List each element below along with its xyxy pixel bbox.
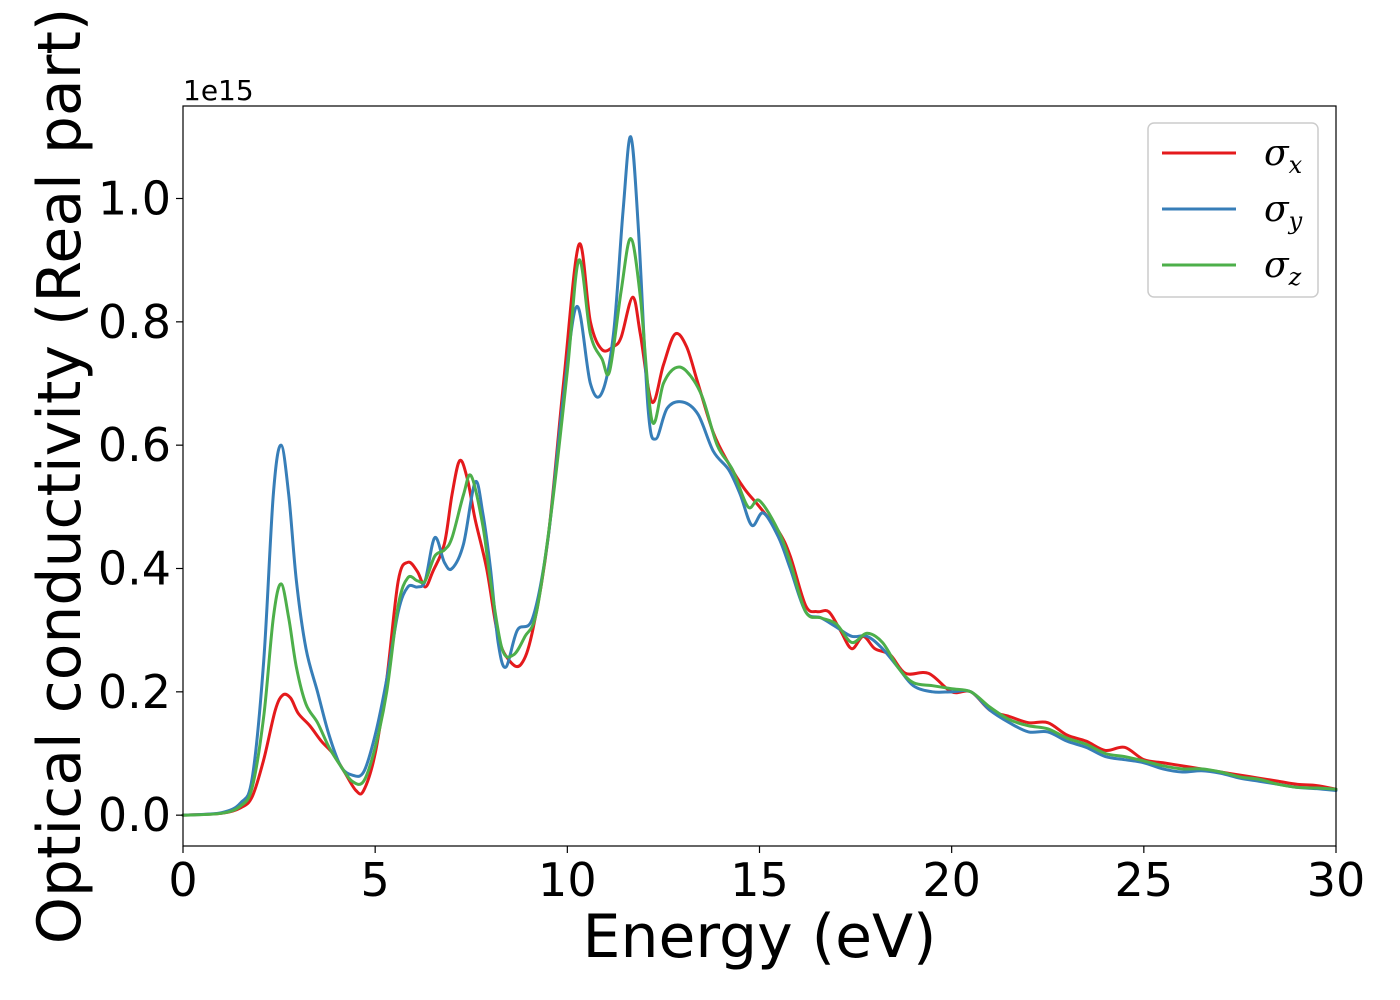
x-tick-label: 15 [730,853,789,907]
x-tick-label: 0 [168,853,197,907]
y-offset-label: 1e15 [183,74,254,107]
y-axis-ticks: 0.0 0.2 0.4 0.6 0.8 1.0 [98,172,183,842]
y-tick-label: 0.0 [98,788,171,842]
y-axis-title: Optical conductivity (Real part) [25,8,95,945]
y-tick-label: 0.8 [98,295,171,349]
x-tick-label: 10 [538,853,597,907]
y-tick-label: 1.0 [98,172,171,226]
y-tick-label: 0.2 [98,665,171,719]
series-line-x [181,242,1338,817]
series-line-z [181,237,1338,817]
x-tick-label: 5 [361,853,390,907]
x-tick-label: 30 [1307,853,1366,907]
x-tick-label: 20 [922,853,981,907]
x-tick-label: 25 [1115,853,1174,907]
y-tick-label: 0.4 [98,542,171,596]
x-axis-ticks: 0 5 10 15 20 25 30 [168,846,1365,907]
x-axis-title: Energy (eV) [583,902,937,972]
series-layer [181,135,1338,817]
y-tick-label: 0.6 [98,418,171,472]
series-line-y [181,135,1338,817]
